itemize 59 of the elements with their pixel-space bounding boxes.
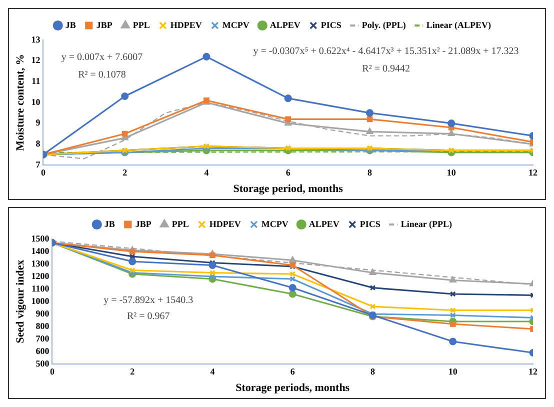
legend-label: JBP bbox=[96, 20, 113, 30]
x-axis-title: Storage periods, months bbox=[236, 382, 350, 394]
y-tick-label: 500 bbox=[36, 358, 50, 368]
legend-label: MCPV bbox=[261, 218, 289, 229]
annotation: y = 0.007x + 7.6007 bbox=[61, 52, 143, 64]
annotation: R² = 0.9442 bbox=[362, 63, 410, 74]
legend-label: Poly. (PPL) bbox=[362, 20, 406, 30]
legend-label: JB bbox=[65, 20, 76, 30]
x-tick-label: 4 bbox=[210, 366, 216, 377]
y-tick-label: 900 bbox=[36, 308, 50, 318]
legend-label: HDPEV bbox=[209, 218, 242, 229]
y-tick-label: 10 bbox=[31, 96, 41, 107]
annotation: R² = 0.967 bbox=[126, 311, 170, 322]
annotation: R² = 0.1078 bbox=[78, 70, 126, 81]
legend-label: ALPEV bbox=[308, 218, 340, 229]
legend-label: HDPEV bbox=[170, 20, 202, 30]
y-axis-title: Seed vigour index bbox=[14, 259, 26, 344]
legend-label: ALPEV bbox=[270, 20, 301, 30]
annotation: y = -0.0307x⁵ + 0.622x⁴ - 4.6417x³ + 15.351x² - 21.089x + 17.323 bbox=[253, 46, 519, 57]
legend-label: JBP bbox=[135, 218, 152, 229]
x-tick-label: 6 bbox=[286, 168, 291, 178]
y-tick-label: 600 bbox=[36, 346, 50, 356]
y-tick-label: 1200 bbox=[31, 270, 50, 281]
y-tick-label: 800 bbox=[36, 320, 50, 331]
legend-label: JB bbox=[104, 218, 115, 229]
x-tick-label: 0 bbox=[50, 366, 55, 377]
legend-label: Linear (ALPEV) bbox=[426, 20, 491, 30]
x-tick-label: 2 bbox=[122, 168, 128, 178]
y-tick-label: 1500 bbox=[31, 233, 50, 244]
legend-label: MCPV bbox=[222, 20, 250, 30]
legend-label: PPL bbox=[172, 218, 189, 229]
x-tick-label: 4 bbox=[204, 168, 210, 178]
y-tick-label: 1000 bbox=[31, 296, 50, 306]
y-tick-label: 9 bbox=[36, 118, 41, 128]
x-tick-label: 12 bbox=[528, 366, 538, 377]
x-tick-label: 8 bbox=[367, 168, 372, 178]
y-axis-title: Moisture content, % bbox=[14, 54, 26, 151]
x-tick-label: 12 bbox=[528, 168, 538, 178]
legend-label: PICS bbox=[320, 20, 342, 30]
y-tick-label: 1400 bbox=[31, 246, 50, 256]
y-tick-label: 13 bbox=[31, 34, 41, 44]
legend-label: PICS bbox=[360, 218, 380, 229]
y-tick-label: 700 bbox=[36, 333, 50, 344]
x-tick-label: 10 bbox=[446, 168, 456, 178]
y-tick-label: 1300 bbox=[31, 258, 50, 268]
legend-label: PPL bbox=[132, 20, 150, 30]
y-tick-label: 8 bbox=[36, 138, 41, 148]
legend-label: Linear (PPL) bbox=[400, 218, 452, 229]
x-tick-label: 8 bbox=[370, 366, 376, 377]
x-tick-label: 0 bbox=[40, 168, 46, 178]
y-tick-label: 7 bbox=[36, 159, 41, 170]
x-axis-title: Storage period, months bbox=[233, 183, 344, 196]
annotation: y = -57.892x + 1540.3 bbox=[104, 294, 194, 306]
x-tick-label: 10 bbox=[448, 366, 458, 377]
x-tick-label: 2 bbox=[130, 366, 136, 377]
y-tick-label: 1100 bbox=[32, 283, 50, 294]
y-tick-label: 11 bbox=[32, 76, 41, 86]
x-tick-label: 6 bbox=[290, 366, 296, 377]
y-tick-label: 12 bbox=[31, 55, 41, 66]
